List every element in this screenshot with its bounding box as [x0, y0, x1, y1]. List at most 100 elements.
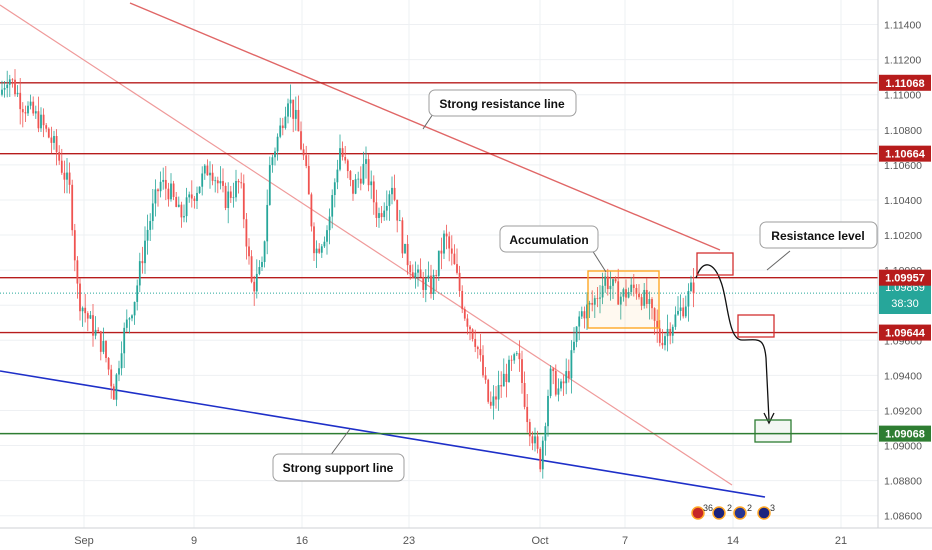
candle-body — [461, 290, 464, 310]
candle-body — [47, 128, 50, 138]
candle-body — [359, 178, 362, 184]
candle-body — [27, 105, 29, 114]
us-flag-icon[interactable] — [691, 506, 705, 520]
candle-body — [593, 298, 596, 305]
candle-body — [131, 315, 133, 319]
candle-body — [34, 111, 37, 114]
candle-body — [190, 194, 193, 199]
candle-body — [378, 213, 380, 218]
accumulation-callout: Accumulation — [499, 225, 607, 273]
candle-body — [172, 183, 175, 197]
projection-box-mid — [737, 314, 775, 338]
candle-body — [16, 92, 19, 95]
candle-body — [687, 290, 690, 307]
candle-body — [315, 248, 318, 254]
level-price-badge-label: 1.11068 — [885, 78, 924, 90]
candle-body — [666, 328, 669, 337]
candle-body — [495, 396, 497, 400]
candle-body — [115, 374, 118, 400]
candle-body — [534, 436, 536, 444]
candle-body — [630, 284, 633, 292]
candle-body — [450, 248, 453, 254]
candle-body — [120, 353, 123, 369]
au-flag-icon[interactable] — [757, 506, 771, 520]
event-badges[interactable]: 36 2 2 3 — [691, 503, 775, 520]
candle-body — [552, 368, 555, 372]
candle-body — [159, 181, 162, 192]
candle-body — [71, 184, 74, 231]
candle-body — [404, 243, 406, 254]
candle-body — [97, 329, 100, 332]
candle-body — [245, 219, 248, 247]
price-tick-label: 1.09000 — [884, 441, 922, 453]
candle-body — [349, 171, 352, 180]
candle-body — [175, 196, 178, 207]
candle-body — [203, 165, 206, 174]
candle-body — [414, 272, 417, 278]
candle-body — [635, 287, 638, 294]
candle-body — [63, 172, 66, 180]
candle-body — [588, 302, 591, 305]
candle-body — [183, 216, 185, 218]
candle-body — [554, 371, 557, 395]
candle-body — [344, 156, 347, 161]
candle-body — [557, 388, 560, 395]
candle-body — [401, 220, 404, 254]
candle-body — [596, 298, 599, 299]
level-price-badge-label: 1.09644 — [885, 328, 926, 340]
candle-body — [84, 307, 87, 314]
candle-body — [690, 282, 692, 291]
candle-body — [224, 185, 227, 208]
uk-flag-icon[interactable] — [733, 506, 747, 520]
candle-body — [232, 197, 235, 199]
candle-body — [619, 296, 622, 305]
time-axis-panel[interactable] — [0, 529, 878, 550]
candle-body — [518, 353, 521, 360]
candle-body — [482, 355, 484, 376]
candle-body — [21, 109, 24, 113]
event-badge-count-us: 36 — [703, 503, 713, 513]
candle-body — [185, 197, 188, 217]
candle-body — [549, 368, 552, 396]
candle-body — [497, 385, 500, 400]
candle-body — [305, 155, 308, 166]
candle-body — [508, 359, 510, 383]
price-tick-label: 1.08600 — [884, 511, 922, 523]
candle-body — [617, 281, 620, 305]
candle-body — [648, 299, 651, 304]
resistance-level-callout: Resistance level — [759, 221, 878, 271]
candle-body — [625, 289, 627, 298]
time-tick-label: 7 — [622, 535, 628, 547]
candle-body — [531, 436, 534, 444]
level-price-badge-bg — [879, 425, 931, 442]
candle-body — [417, 269, 419, 273]
candle-body — [448, 236, 451, 249]
candle-body — [674, 314, 677, 327]
candle-body — [383, 210, 386, 218]
descending-trendline — [0, 4, 733, 486]
eu-flag-icon[interactable] — [712, 506, 726, 520]
event-badge-count-uk: 2 — [747, 503, 752, 513]
candle-body — [146, 229, 149, 241]
candle-body — [253, 281, 256, 292]
event-badge-count-au: 3 — [770, 503, 775, 513]
candle-body — [294, 109, 297, 119]
time-tick-label: 14 — [727, 535, 739, 547]
candle-body — [424, 278, 427, 290]
candle-body — [222, 181, 224, 186]
candle-body — [151, 203, 154, 222]
candle-body — [385, 205, 388, 211]
candle-body — [219, 181, 222, 184]
candle-body — [471, 329, 474, 339]
candle-body — [112, 386, 115, 400]
candle-body — [562, 381, 565, 384]
candle-body — [523, 383, 526, 407]
candle-body — [643, 289, 646, 306]
candle-body — [29, 101, 32, 106]
candle-body — [362, 163, 365, 184]
candle-body — [11, 79, 14, 81]
candle-body — [105, 340, 107, 358]
resistance-level-label: Resistance level — [771, 229, 864, 243]
candle-body — [201, 173, 204, 187]
